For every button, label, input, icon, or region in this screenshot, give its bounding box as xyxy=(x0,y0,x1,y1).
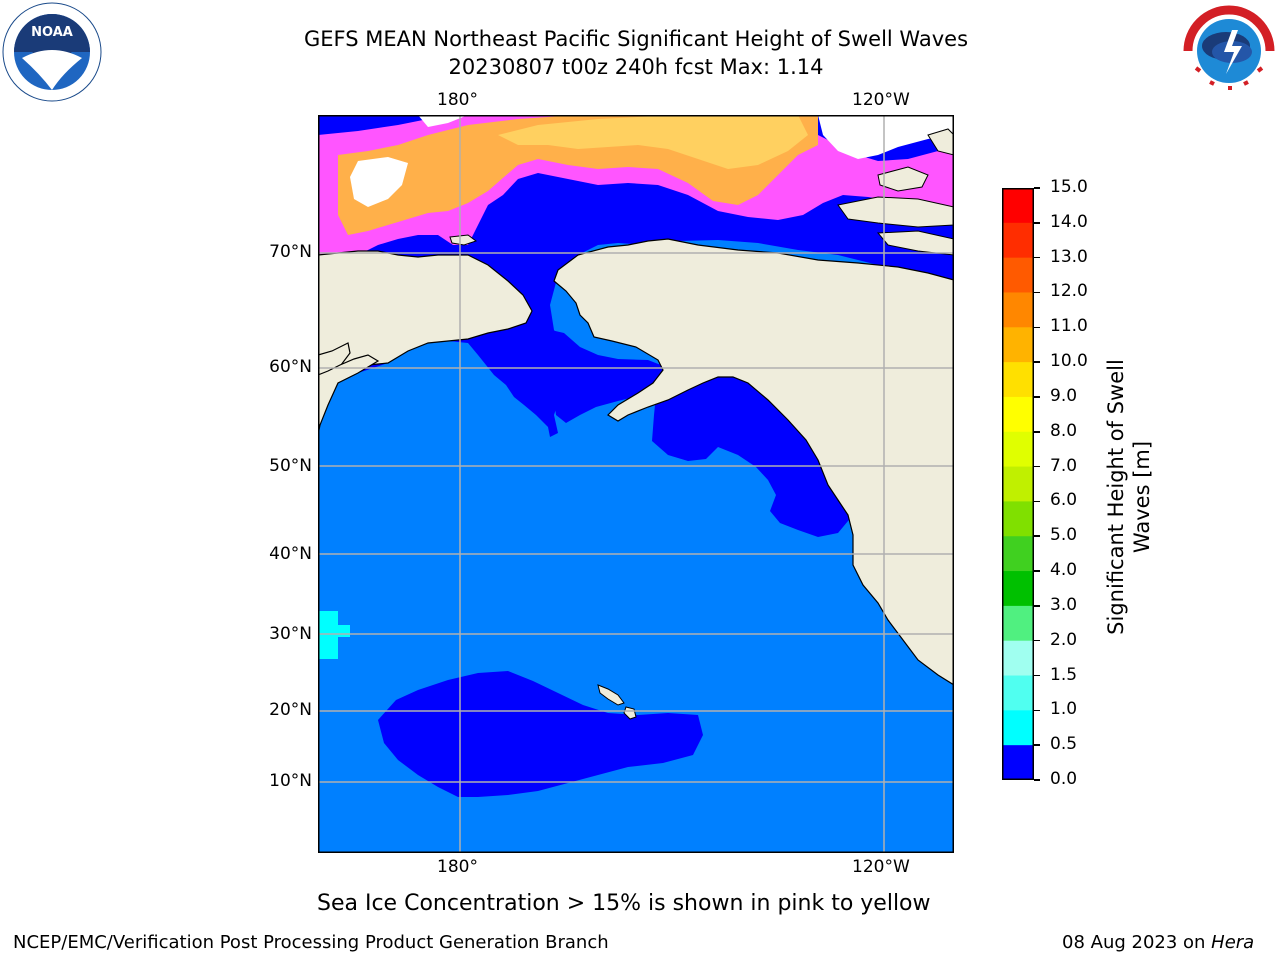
map-frame xyxy=(318,115,954,853)
colorbar-segment xyxy=(1002,188,1034,224)
colorbar-tick-label: 11.0 xyxy=(1050,316,1088,337)
colorbar-tick-label: 4.0 xyxy=(1050,560,1078,581)
colorbar xyxy=(1002,188,1034,781)
colorbar-segment xyxy=(1002,431,1034,468)
arctic-island-2 xyxy=(877,166,929,192)
colorbar-segment xyxy=(1002,675,1034,711)
colorbar-segment xyxy=(1002,501,1034,537)
colorbar-tick-label: 5.0 xyxy=(1050,525,1078,546)
colorbar-tick-mark xyxy=(1034,396,1040,398)
open-white-area-2 xyxy=(818,115,954,159)
colorbar-tick-label: 13.0 xyxy=(1050,246,1088,267)
hawaii-islands xyxy=(597,684,625,706)
colorbar-tick-label: 9.0 xyxy=(1050,385,1078,406)
colorbar-tick-label: 8.0 xyxy=(1050,420,1078,441)
y-tick-60n: 60°N xyxy=(269,357,312,377)
colorbar-label: Significant Height of Swell Waves [m] xyxy=(1103,332,1155,662)
colorbar-tick-label: 12.0 xyxy=(1050,281,1088,302)
footer-host: Hera xyxy=(1211,932,1255,953)
colorbar-tick-mark xyxy=(1034,570,1040,572)
north-america-land xyxy=(553,238,955,687)
cyan-patch xyxy=(318,611,338,659)
graticule xyxy=(318,115,954,853)
y-tick-70n: 70°N xyxy=(269,242,312,262)
footer-branch: NCEP/EMC/Verification Post Processing Pr… xyxy=(13,932,609,953)
colorbar-tick-label: 6.0 xyxy=(1050,490,1078,511)
y-tick-40n: 40°N xyxy=(269,544,312,564)
colorbar-tick-mark xyxy=(1034,639,1040,642)
colorbar-svg xyxy=(1002,188,1034,781)
colorbar-tick-label: 2.0 xyxy=(1050,629,1078,650)
siberia-east-land xyxy=(317,354,380,436)
colorbar-segment xyxy=(1002,396,1034,433)
sea-ice-yellow xyxy=(498,115,808,169)
colorbar-tick-mark xyxy=(1034,291,1040,294)
colorbar-tick-label: 10.0 xyxy=(1050,351,1088,372)
colorbar-segment xyxy=(1002,222,1034,259)
colorbar-segment xyxy=(1002,536,1034,572)
colorbar-tick-label: 1.0 xyxy=(1050,699,1078,720)
gulf-alaska-low-swell xyxy=(652,373,858,537)
colorbar-tick-label: 15.0 xyxy=(1050,177,1088,197)
colorbar-tick-mark xyxy=(1034,709,1040,712)
sea-ice-caption: Sea Ice Concentration > 15% is shown in … xyxy=(317,891,931,916)
colorbar-segment xyxy=(1002,710,1034,746)
map-svg xyxy=(317,115,955,853)
colorbar-segment xyxy=(1002,466,1034,502)
colorbar-frame xyxy=(1002,188,1034,780)
colorbar-tick-mark xyxy=(1034,465,1040,468)
colorbar-tick-label: 0.5 xyxy=(1050,734,1078,755)
arctic-island-1 xyxy=(449,234,478,246)
x-tick-bottom-120w: 120°W xyxy=(852,857,910,877)
colorbar-tick-mark xyxy=(1034,256,1040,259)
noaa-logo: NOAA xyxy=(2,2,102,102)
colorbar-tick-mark xyxy=(1034,674,1040,677)
colorbar-tick-label: 7.0 xyxy=(1050,455,1078,476)
open-white-area xyxy=(350,157,408,207)
colorbar-tick-mark xyxy=(1034,500,1040,503)
hawaii-big-island xyxy=(623,706,637,720)
y-tick-10n: 10°N xyxy=(269,771,312,791)
y-tick-30n: 30°N xyxy=(269,624,312,644)
nws-logo xyxy=(1180,2,1278,100)
x-tick-top-180: 180° xyxy=(437,90,478,110)
colorbar-tick-label: 1.5 xyxy=(1050,664,1078,685)
colorbar-tick-mark xyxy=(1034,361,1040,363)
x-tick-top-120w: 120°W xyxy=(852,90,910,110)
colorbar-tick-mark xyxy=(1034,535,1040,537)
colorbar-segment xyxy=(1002,605,1034,642)
colorbar-tick-label: 14.0 xyxy=(1050,211,1088,232)
colorbar-tick-mark xyxy=(1034,779,1040,781)
map-panel xyxy=(317,115,955,853)
noaa-logo-text: NOAA xyxy=(31,25,73,40)
colorbar-tick-label: 3.0 xyxy=(1050,594,1078,615)
colorbar-segment xyxy=(1002,745,1034,781)
colorbar-segment xyxy=(1002,571,1034,607)
colorbar-segment xyxy=(1002,292,1034,328)
colorbar-tick-label: 0.0 xyxy=(1050,769,1078,789)
y-tick-50n: 50°N xyxy=(269,456,312,476)
colorbar-segment xyxy=(1002,257,1034,293)
x-tick-bottom-180: 180° xyxy=(437,857,478,877)
footer-date: 08 Aug 2023 on Hera xyxy=(1062,932,1254,953)
colorbar-label-line1: Significant Height of Swell xyxy=(1104,359,1128,635)
map-title-line1: GEFS MEAN Northeast Pacific Significant … xyxy=(303,27,969,51)
open-white-area-3 xyxy=(418,115,468,127)
colorbar-ticks: 15.0 14.0 13.0 12.0 11.0 10.0 9.0 8.0 7.0 6.0 5.0 4… xyxy=(1034,177,1104,789)
colorbar-label-line2: Waves [m] xyxy=(1130,440,1154,554)
colorbar-tick-mark xyxy=(1034,222,1040,224)
colorbar-segment xyxy=(1002,327,1034,363)
y-tick-20n: 20°N xyxy=(269,700,312,720)
cyan-patch-small xyxy=(338,625,350,637)
bering-low-swell xyxy=(504,327,668,423)
colorbar-tick-mark xyxy=(1034,431,1040,433)
map-title-line2: 20230807 t00z 240h fcst Max: 1.14 xyxy=(448,55,824,79)
colorbar-segment xyxy=(1002,362,1034,398)
colorbar-tick-mark xyxy=(1034,187,1040,189)
colorbar-tick-mark xyxy=(1034,326,1040,329)
colorbar-tick-mark xyxy=(1034,605,1040,607)
colorbar-segment xyxy=(1002,640,1034,677)
colorbar-tick-mark xyxy=(1034,744,1040,746)
footer-date-text: 08 Aug 2023 on xyxy=(1062,932,1212,953)
